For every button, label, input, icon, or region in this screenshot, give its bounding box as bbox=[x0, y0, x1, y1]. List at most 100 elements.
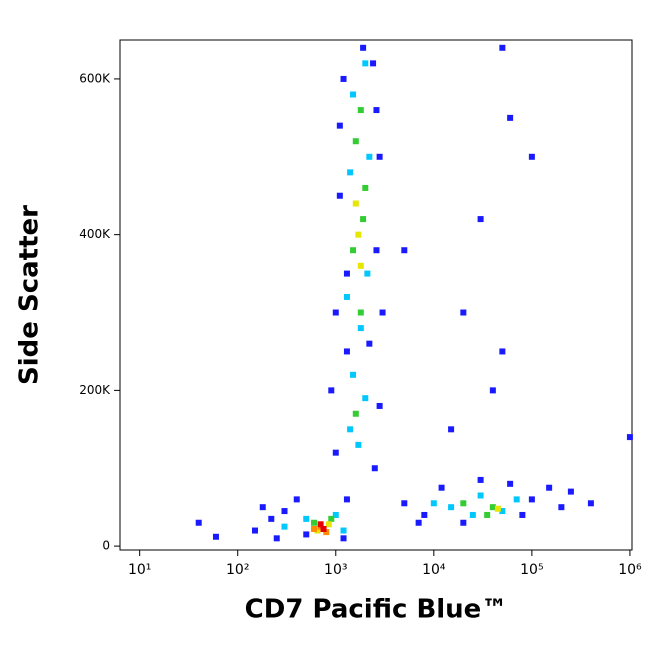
point bbox=[328, 515, 335, 522]
x-tick-label: 10² bbox=[226, 562, 249, 578]
point bbox=[273, 535, 280, 542]
point bbox=[448, 504, 455, 511]
point bbox=[401, 247, 408, 254]
point bbox=[357, 325, 364, 332]
point bbox=[362, 60, 369, 67]
point bbox=[366, 340, 373, 347]
point bbox=[626, 434, 633, 441]
point bbox=[320, 525, 327, 532]
point bbox=[373, 107, 380, 114]
point bbox=[323, 529, 330, 536]
point bbox=[513, 496, 520, 503]
point bbox=[332, 511, 339, 518]
point bbox=[499, 44, 506, 51]
point bbox=[507, 114, 514, 121]
point bbox=[317, 521, 324, 528]
point bbox=[303, 515, 310, 522]
y-tick-label: 0 bbox=[102, 539, 110, 553]
point bbox=[303, 531, 310, 538]
y-tick-label: 600K bbox=[79, 71, 111, 85]
point bbox=[352, 410, 359, 417]
point bbox=[281, 508, 288, 515]
point bbox=[340, 75, 347, 82]
point bbox=[507, 480, 514, 487]
point bbox=[421, 511, 428, 518]
point bbox=[499, 508, 506, 515]
point bbox=[355, 441, 362, 448]
point bbox=[376, 153, 383, 160]
point bbox=[347, 426, 354, 433]
point bbox=[350, 371, 357, 378]
point bbox=[430, 500, 437, 507]
point bbox=[460, 519, 467, 526]
point bbox=[469, 511, 476, 518]
point bbox=[366, 153, 373, 160]
point bbox=[558, 504, 565, 511]
point bbox=[494, 505, 501, 512]
x-tick-label: 10⁵ bbox=[520, 562, 543, 578]
point bbox=[357, 309, 364, 316]
point bbox=[373, 247, 380, 254]
point bbox=[293, 496, 300, 503]
point bbox=[343, 496, 350, 503]
point bbox=[370, 60, 377, 67]
point bbox=[343, 293, 350, 300]
point bbox=[438, 484, 445, 491]
x-tick-label: 10³ bbox=[324, 562, 347, 578]
point bbox=[528, 153, 535, 160]
point bbox=[528, 496, 535, 503]
point bbox=[484, 511, 491, 518]
point bbox=[340, 527, 347, 534]
point bbox=[340, 535, 347, 542]
point bbox=[376, 402, 383, 409]
x-tick-label: 10⁴ bbox=[422, 562, 446, 578]
point bbox=[489, 387, 496, 394]
point bbox=[477, 492, 484, 499]
point bbox=[332, 449, 339, 456]
point bbox=[259, 504, 266, 511]
point bbox=[314, 527, 321, 534]
point bbox=[336, 192, 343, 199]
point bbox=[360, 44, 367, 51]
point bbox=[350, 247, 357, 254]
x-tick-label: 10⁶ bbox=[618, 562, 642, 578]
point bbox=[357, 107, 364, 114]
point bbox=[460, 500, 467, 507]
point bbox=[448, 426, 455, 433]
point bbox=[362, 395, 369, 402]
point bbox=[336, 122, 343, 129]
point bbox=[281, 523, 288, 530]
point bbox=[460, 309, 467, 316]
point bbox=[401, 500, 408, 507]
point bbox=[357, 262, 364, 269]
point bbox=[477, 216, 484, 223]
point bbox=[587, 500, 594, 507]
point bbox=[567, 488, 574, 495]
point bbox=[325, 521, 332, 528]
point bbox=[350, 91, 357, 98]
point bbox=[371, 465, 378, 472]
point bbox=[364, 270, 371, 277]
point bbox=[347, 169, 354, 176]
y-tick-label: 200K bbox=[79, 383, 111, 397]
x-tick-label: 10¹ bbox=[128, 562, 151, 578]
point bbox=[328, 387, 335, 394]
point bbox=[355, 231, 362, 238]
point bbox=[195, 519, 202, 526]
y-tick-label: 400K bbox=[79, 227, 111, 241]
point bbox=[352, 200, 359, 207]
x-axis-label: CD7 Pacific Blue™ bbox=[245, 595, 508, 625]
point bbox=[489, 504, 496, 511]
point bbox=[343, 270, 350, 277]
point bbox=[251, 527, 258, 534]
point bbox=[379, 309, 386, 316]
y-axis-label: Side Scatter bbox=[15, 205, 45, 385]
point bbox=[499, 348, 506, 355]
point bbox=[352, 138, 359, 145]
point bbox=[212, 533, 219, 540]
point bbox=[332, 309, 339, 316]
point bbox=[477, 476, 484, 483]
point bbox=[415, 519, 422, 526]
point bbox=[311, 519, 318, 526]
